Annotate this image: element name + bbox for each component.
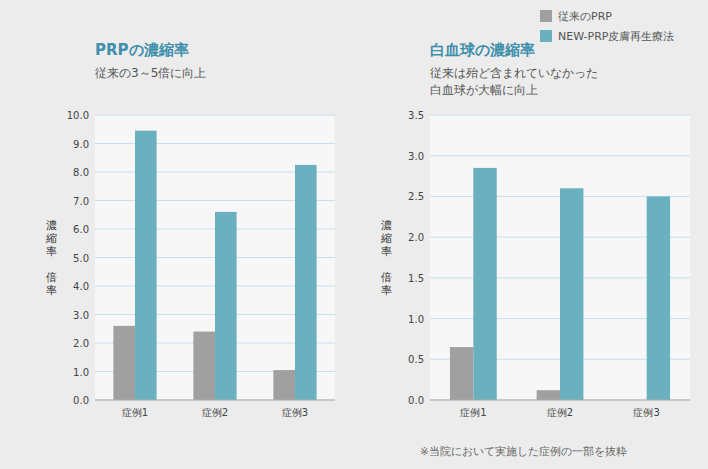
y-tick-label: 3.0 <box>73 310 89 321</box>
y-axis-label-line: 倍 <box>46 271 57 284</box>
y-tick-label: 2.5 <box>408 191 424 202</box>
background <box>0 0 708 469</box>
legend-swatch <box>540 10 552 22</box>
x-axis-line <box>430 400 690 401</box>
y-axis-label-line: 縮 <box>45 232 57 245</box>
legend-swatch <box>540 30 552 42</box>
x-axis-line <box>95 400 335 401</box>
y-tick-label: 8.0 <box>73 167 89 178</box>
grid-line <box>95 115 335 116</box>
bar <box>647 196 670 400</box>
y-axis-label-line: 率 <box>46 284 57 297</box>
y-tick-label: 0.0 <box>408 395 424 406</box>
y-axis-label: 濃縮率倍率 <box>45 219 57 297</box>
x-tick-label: 症例2 <box>202 407 228 418</box>
y-axis-label: 濃縮率倍率 <box>380 219 392 297</box>
grid-line <box>95 400 335 401</box>
y-tick-label: 1.5 <box>408 273 424 284</box>
bar <box>135 131 157 400</box>
y-tick-label: 9.0 <box>73 139 89 150</box>
grid-line <box>95 143 335 144</box>
x-tick-label: 症例3 <box>282 407 308 418</box>
x-tick-label: 症例3 <box>633 407 659 418</box>
y-axis-label-line: 倍 <box>381 271 392 284</box>
y-tick-label: 1.0 <box>73 367 89 378</box>
chart: 白血球の濃縮率従来は殆ど含まれていなかった白血球が大幅に向上 0.0 0.5 1.0 1… <box>380 41 691 457</box>
grid-line <box>430 400 690 401</box>
bar <box>450 347 473 400</box>
y-tick-label: 1.0 <box>408 314 424 325</box>
y-axis-label-line: 濃 <box>46 219 57 232</box>
subtitle: 白血球が大幅に向上 <box>430 83 538 97</box>
bar <box>273 370 295 400</box>
annotation: ※当院において実施した症例の一部を抜粋 <box>420 445 627 457</box>
y-axis-label-line: 率 <box>46 245 57 258</box>
bar <box>473 168 496 400</box>
y-tick-label: 4.0 <box>73 281 89 292</box>
plot-area <box>430 115 690 400</box>
subtitle: 従来は殆ど含まれていなかった <box>430 66 598 80</box>
y-axis-label-line: 率 <box>381 245 392 258</box>
bar <box>113 326 135 400</box>
title: 白血球の濃縮率 <box>430 41 535 59</box>
y-axis-label-line: 濃 <box>381 219 392 232</box>
bar <box>215 212 237 400</box>
title: PRPの濃縮率 <box>95 41 189 59</box>
bar <box>537 390 560 400</box>
y-tick-label: 2.0 <box>408 232 424 243</box>
grid-line <box>430 155 690 156</box>
legend-label: 従来のPRP <box>558 10 612 23</box>
y-tick-label: 3.5 <box>408 110 424 121</box>
y-tick-label: 10.0 <box>67 110 89 121</box>
bar <box>295 165 317 400</box>
legend: 従来のPRP NEW-PRP皮膚再生療法 <box>540 10 675 43</box>
y-tick-label: 6.0 <box>73 224 89 235</box>
bars <box>450 168 670 400</box>
x-tick-label: 症例2 <box>547 407 573 418</box>
y-tick-label: 3.0 <box>408 151 424 162</box>
y-tick-label: 2.0 <box>73 338 89 349</box>
y-tick-label: 5.0 <box>73 253 89 264</box>
x-tick-label: 症例1 <box>460 407 486 418</box>
plot-area <box>95 115 335 400</box>
chart: PRPの濃縮率従来の3～5倍に向上 0.0 1.0 2.0 3.0 4.0 5.0 6.0 7.… <box>45 41 336 418</box>
x-tick-label: 症例1 <box>122 407 148 418</box>
y-tick-label: 0.5 <box>408 354 424 365</box>
y-tick-label: 7.0 <box>73 196 89 207</box>
bars <box>113 131 316 400</box>
bar <box>193 332 215 400</box>
legend-label: NEW-PRP皮膚再生療法 <box>558 30 675 43</box>
y-axis-label-line: 率 <box>381 284 392 297</box>
y-axis-label-line: 縮 <box>380 232 392 245</box>
bar <box>560 188 583 400</box>
grid-line <box>430 115 690 116</box>
chart-canvas: PRPの濃縮率従来の3～5倍に向上 0.0 1.0 2.0 3.0 4.0 5.0 6.0 7.… <box>0 0 708 469</box>
y-tick-label: 0.0 <box>73 395 89 406</box>
subtitle: 従来の3～5倍に向上 <box>95 66 206 80</box>
